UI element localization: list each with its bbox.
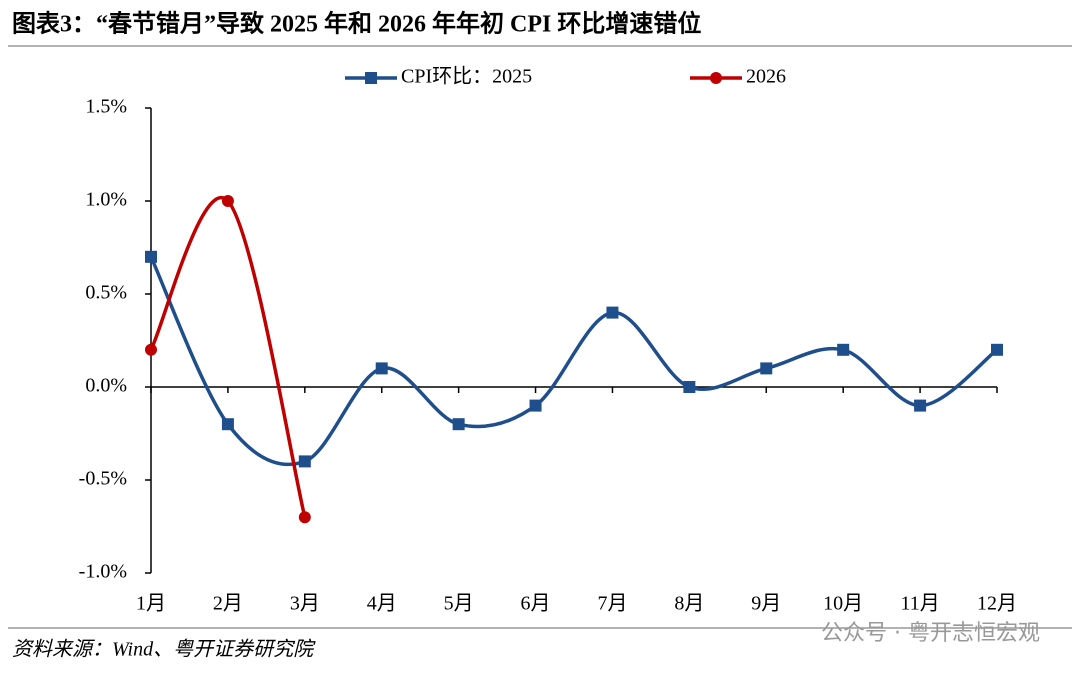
y-tick-label: -0.5%: [79, 468, 127, 490]
y-tick-label: -1.0%: [79, 561, 127, 583]
x-tick-label: 2月: [213, 593, 243, 615]
x-tick-label: 5月: [444, 593, 474, 615]
x-tick-label: 10月: [823, 593, 863, 615]
series-line: [149, 195, 307, 518]
marker: [365, 72, 377, 84]
x-tick-label: 3月: [290, 593, 320, 615]
marker: [221, 195, 234, 207]
marker: [221, 418, 234, 431]
marker: [375, 362, 388, 375]
legend-label: 2026: [746, 66, 786, 88]
x-tick-label: 8月: [674, 593, 704, 615]
marker: [914, 399, 927, 412]
watermark: 公众号 · 粤开志恒宏观: [821, 621, 1040, 646]
y-tick-label: 1.0%: [85, 189, 127, 211]
marker: [529, 399, 542, 412]
series-line: [149, 256, 999, 467]
y-tick-label: 0.0%: [85, 375, 127, 397]
x-tick-label: 7月: [597, 593, 627, 615]
x-tick-label: 6月: [521, 593, 551, 615]
marker: [991, 343, 1003, 356]
x-tick-label: 9月: [751, 593, 781, 615]
x-tick-label: 11月: [900, 593, 939, 615]
marker: [452, 418, 465, 431]
chart-title: 图表3：“春节错月”导致 2025 年和 2026 年年初 CPI 环比增速错位: [12, 10, 701, 38]
x-tick-label: 4月: [367, 593, 397, 615]
marker: [145, 343, 157, 356]
marker: [145, 250, 157, 263]
marker: [606, 306, 619, 319]
marker: [837, 343, 850, 356]
marker: [760, 362, 773, 375]
legend-label: CPI环比：2025: [401, 65, 532, 88]
source: 资料来源：Wind、粤开证券研究院: [12, 639, 316, 661]
x-tick-label: 1月: [136, 593, 166, 615]
x-tick-label: 12月: [977, 593, 1017, 615]
marker: [683, 381, 696, 393]
marker: [298, 455, 311, 468]
y-tick-label: 0.5%: [85, 282, 127, 304]
marker: [710, 72, 722, 84]
y-tick-label: 1.5%: [85, 96, 127, 118]
marker: [298, 511, 311, 524]
